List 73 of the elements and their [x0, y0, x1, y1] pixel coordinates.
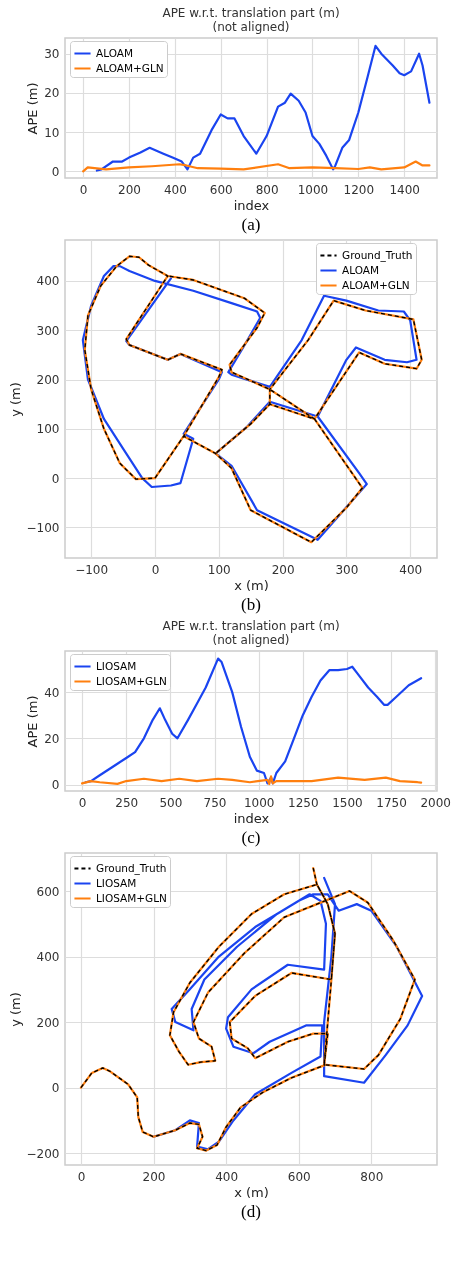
line-series — [95, 44, 431, 172]
legend-label: LIOSAM — [96, 876, 137, 889]
x-tick-label: 750 — [203, 795, 227, 810]
x-tick-label: 400 — [163, 182, 187, 197]
x-tick-label: 500 — [159, 795, 183, 810]
y-tick-label: 30 — [44, 47, 60, 62]
x-tick-label: 200 — [271, 562, 295, 577]
chart-title: APE w.r.t. translation part (m) (not aligned) — [162, 619, 340, 647]
x-axis-title: index — [233, 197, 270, 213]
legend-label: ALOAM+GLN — [96, 61, 164, 74]
y-tick-label: 400 — [36, 274, 60, 289]
x-tick-label: 0 — [78, 795, 87, 810]
legend-label: ALOAM+GLN — [342, 278, 410, 291]
y-tick-label: 0 — [51, 471, 60, 486]
y-axis-title: y (m) — [7, 992, 23, 1027]
text: (c) — [241, 828, 261, 847]
text: (b) — [241, 595, 261, 614]
x-tick-label: 400 — [399, 562, 423, 577]
x-tick-label: 200 — [118, 182, 141, 197]
legend-label: Ground_Truth — [96, 861, 167, 875]
y-tick-label: 400 — [36, 950, 60, 965]
y-tick-label: 0 — [51, 164, 60, 179]
x-tick-label: 1400 — [389, 182, 420, 197]
legend-label: ALOAM — [96, 46, 133, 59]
x-tick-label: 1500 — [332, 795, 363, 810]
y-axis-title: APE (m) — [25, 82, 41, 135]
x-tick-label: 250 — [115, 795, 139, 810]
chart-title: APE w.r.t. translation part (m) (not aligned) — [162, 6, 340, 34]
x-tick-label: 100 — [207, 562, 231, 577]
x-tick-label: 2000 — [420, 795, 452, 810]
x-tick-label: 200 — [142, 1169, 166, 1184]
y-tick-label: 40 — [44, 685, 60, 700]
y-tick-label: 100 — [36, 422, 60, 437]
text: (d) — [241, 1202, 261, 1221]
x-axis-title: x (m) — [234, 577, 269, 593]
x-axis-title: x (m) — [234, 1184, 269, 1200]
y-tick-label: 200 — [36, 373, 60, 388]
legend-label: ALOAM — [342, 263, 379, 276]
x-tick-label: 800 — [360, 1169, 384, 1184]
y-axis-title: y (m) — [7, 382, 23, 417]
x-tick-label: 600 — [209, 182, 233, 197]
legend-label: LIOSAM+GLN — [96, 674, 167, 687]
x-tick-label: 0 — [151, 562, 160, 577]
line-series — [81, 775, 423, 786]
x-tick-label: 1000 — [297, 182, 329, 197]
text: (a) — [241, 215, 261, 234]
y-tick-label: 20 — [44, 731, 60, 746]
y-tick-label: 300 — [36, 323, 60, 338]
x-tick-label: 1000 — [243, 795, 275, 810]
y-tick-label: 0 — [51, 778, 60, 793]
x-axis-title: index — [233, 810, 270, 826]
legend-label: Ground_Truth — [342, 248, 413, 262]
x-tick-label: 400 — [215, 1169, 239, 1184]
x-tick-label: 0 — [79, 182, 88, 197]
x-tick-label: 800 — [255, 182, 279, 197]
x-tick-label: 1250 — [288, 795, 319, 810]
y-tick-label: 200 — [36, 1015, 60, 1030]
x-tick-label: 1200 — [343, 182, 375, 197]
x-tick-label: 0 — [77, 1169, 86, 1184]
y-tick-label: 0 — [51, 1081, 60, 1096]
line-series — [82, 160, 431, 173]
legend-label: LIOSAM+GLN — [96, 891, 167, 904]
legend-label: LIOSAM — [96, 659, 137, 672]
y-tick-label: 600 — [36, 884, 60, 899]
x-tick-label: 300 — [335, 562, 359, 577]
x-tick-label: 1750 — [376, 795, 407, 810]
y-tick-label: −200 — [26, 1146, 60, 1161]
y-tick-label: 20 — [44, 86, 60, 101]
y-axis-title: APE (m) — [25, 695, 41, 748]
y-tick-label: 10 — [44, 125, 60, 140]
y-tick-label: −100 — [26, 520, 60, 535]
x-tick-label: 600 — [287, 1169, 311, 1184]
x-tick-label: −100 — [75, 562, 109, 577]
